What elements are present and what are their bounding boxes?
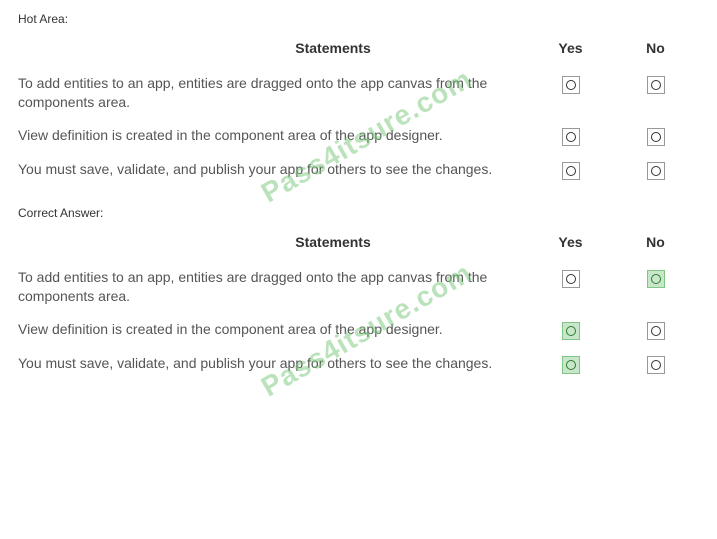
hot-area-block: Pass4itsure.com Statements Yes No To add…: [18, 40, 699, 180]
statement-text: You must save, validate, and publish you…: [18, 160, 528, 179]
no-radio[interactable]: [647, 162, 665, 180]
no-radio[interactable]: [647, 76, 665, 94]
statement-row: You must save, validate, and publish you…: [18, 160, 699, 180]
yes-cell: [528, 354, 613, 374]
yes-radio[interactable]: [562, 322, 580, 340]
hot-area-label: Hot Area:: [18, 12, 699, 26]
radio-circle-icon: [651, 360, 661, 370]
statement-text: You must save, validate, and publish you…: [18, 354, 528, 373]
statement-row: View definition is created in the compon…: [18, 126, 699, 146]
no-column-header: No: [613, 40, 698, 56]
no-cell: [613, 268, 698, 288]
no-cell: [613, 160, 698, 180]
radio-circle-icon: [566, 166, 576, 176]
statement-row: To add entities to an app, entities are …: [18, 74, 699, 112]
header-row: Statements Yes No: [18, 234, 699, 250]
statement-text: View definition is created in the compon…: [18, 126, 528, 145]
statement-text: To add entities to an app, entities are …: [18, 268, 528, 306]
radio-circle-icon: [651, 326, 661, 336]
correct-answer-block: Pass4itsure.com Statements Yes No To add…: [18, 234, 699, 374]
yes-column-header: Yes: [528, 234, 613, 250]
radio-circle-icon: [651, 132, 661, 142]
correct-answer-label: Correct Answer:: [18, 206, 699, 220]
yes-cell: [528, 160, 613, 180]
no-cell: [613, 74, 698, 94]
no-cell: [613, 320, 698, 340]
statements-column-header: Statements: [18, 234, 528, 250]
radio-circle-icon: [566, 360, 576, 370]
no-radio[interactable]: [647, 356, 665, 374]
no-radio[interactable]: [647, 322, 665, 340]
radio-circle-icon: [566, 326, 576, 336]
yes-cell: [528, 268, 613, 288]
radio-circle-icon: [566, 274, 576, 284]
radio-circle-icon: [566, 132, 576, 142]
yes-radio[interactable]: [562, 162, 580, 180]
yes-radio[interactable]: [562, 128, 580, 146]
radio-circle-icon: [651, 80, 661, 90]
yes-cell: [528, 126, 613, 146]
statement-row: You must save, validate, and publish you…: [18, 354, 699, 374]
yes-radio[interactable]: [562, 356, 580, 374]
no-column-header: No: [613, 234, 698, 250]
yes-column-header: Yes: [528, 40, 613, 56]
statement-row: To add entities to an app, entities are …: [18, 268, 699, 306]
radio-circle-icon: [651, 166, 661, 176]
radio-circle-icon: [651, 274, 661, 284]
no-cell: [613, 126, 698, 146]
no-radio[interactable]: [647, 128, 665, 146]
yes-cell: [528, 74, 613, 94]
statement-row: View definition is created in the compon…: [18, 320, 699, 340]
yes-cell: [528, 320, 613, 340]
no-cell: [613, 354, 698, 374]
yes-radio[interactable]: [562, 270, 580, 288]
no-radio[interactable]: [647, 270, 665, 288]
radio-circle-icon: [566, 80, 576, 90]
header-row: Statements Yes No: [18, 40, 699, 56]
yes-radio[interactable]: [562, 76, 580, 94]
statements-column-header: Statements: [18, 40, 528, 56]
statement-text: View definition is created in the compon…: [18, 320, 528, 339]
statement-text: To add entities to an app, entities are …: [18, 74, 528, 112]
